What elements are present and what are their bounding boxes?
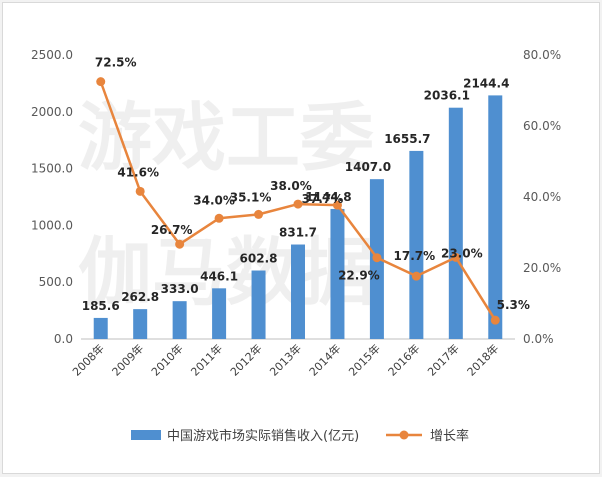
bar-value-label: 602.8	[240, 252, 278, 266]
y-right-tick-label: 60.0%	[523, 119, 561, 133]
y-right-tick-label: 20.0%	[523, 261, 561, 275]
x-tick-label: 2014年	[306, 341, 343, 378]
legend-line-label: 增长率	[430, 428, 469, 444]
growth-point	[451, 252, 461, 262]
growth-line	[96, 77, 500, 325]
y-right-tick-label: 0.0%	[523, 332, 554, 346]
x-tick-label: 2010年	[148, 341, 185, 378]
growth-value-label: 41.6%	[117, 165, 159, 179]
bar	[93, 317, 108, 339]
bar-value-label: 1407.0	[345, 160, 391, 174]
legend-bar-label: 中国游戏市场实际销售收入(亿元)	[167, 428, 359, 444]
x-tick-label: 2018年	[464, 341, 501, 378]
chart-svg: 游戏工委 伽马数据 0.0 500.0 1000.0 1500.0 2000.0 2500…	[31, 48, 561, 444]
bar-value-label: 333.0	[161, 282, 199, 296]
y-left-tick-label: 1500.0	[31, 162, 73, 176]
growth-value-label: 34.0%	[193, 193, 235, 207]
watermark: 游戏工委 伽马数据	[78, 95, 374, 316]
bar-value-label: 1144.8	[305, 190, 351, 204]
x-tick-label: 2012年	[227, 341, 264, 378]
growth-point	[490, 315, 500, 325]
growth-value-label: 72.5%	[95, 56, 137, 70]
growth-point	[293, 199, 303, 209]
growth-value-label: 23.0%	[441, 246, 483, 260]
bar-value-label: 262.8	[121, 290, 159, 304]
bar	[409, 150, 424, 339]
bar-value-label: 2036.1	[424, 89, 470, 103]
growth-point	[175, 239, 185, 249]
x-tick-label: 2008年	[69, 341, 106, 378]
growth-value-label: 22.9%	[338, 269, 380, 283]
watermark-line1: 游戏工委	[78, 95, 374, 181]
x-tick-label: 2017年	[424, 341, 461, 378]
bar	[133, 309, 148, 339]
growth-value-label: 26.7%	[151, 223, 193, 237]
growth-point	[135, 186, 145, 196]
growth-point	[254, 209, 264, 219]
y-right-tick-label: 40.0%	[523, 190, 561, 204]
x-tick-label: 2015年	[346, 341, 383, 378]
bar	[488, 95, 503, 340]
growth-point	[214, 213, 224, 223]
growth-value-label: 35.1%	[230, 190, 272, 204]
x-tick-label: 2013年	[267, 341, 304, 378]
y-left-tick-label: 2500.0	[31, 48, 73, 62]
growth-point	[372, 253, 382, 263]
x-tick-label: 2016年	[385, 341, 422, 378]
growth-value-label: 37.7%	[302, 192, 344, 206]
bar-value-label: 185.6	[82, 299, 120, 313]
growth-value-label: 17.7%	[394, 249, 436, 263]
y-left-tick-label: 2000.0	[31, 105, 73, 119]
legend-line-marker	[399, 430, 409, 440]
bar	[212, 288, 227, 339]
bar-value-label: 446.1	[200, 269, 238, 283]
legend: 中国游戏市场实际销售收入(亿元) 增长率	[131, 428, 469, 444]
bar	[172, 301, 187, 339]
y-left-tick-label: 1000.0	[31, 218, 73, 232]
x-tick-label: 2011年	[188, 341, 225, 378]
bar	[251, 270, 266, 339]
bar	[291, 244, 305, 339]
growth-point	[96, 77, 106, 87]
bar	[448, 107, 463, 340]
bar	[330, 208, 345, 339]
growth-point	[332, 200, 342, 210]
growth-value-label: 5.3%	[497, 298, 530, 312]
bar-value-label: 1655.7	[384, 132, 430, 146]
x-tick-label: 2009年	[109, 341, 146, 378]
legend-bar-swatch	[131, 430, 161, 440]
bar-value-label: 831.7	[279, 226, 317, 240]
bar-value-label: 2144.4	[463, 76, 509, 90]
growth-point	[411, 271, 421, 281]
y-left-tick-label: 0.0	[54, 332, 73, 346]
y-left-tick-label: 500.0	[39, 275, 73, 289]
growth-value-label: 38.0%	[270, 179, 312, 193]
y-right-tick-label: 80.0%	[523, 48, 561, 62]
